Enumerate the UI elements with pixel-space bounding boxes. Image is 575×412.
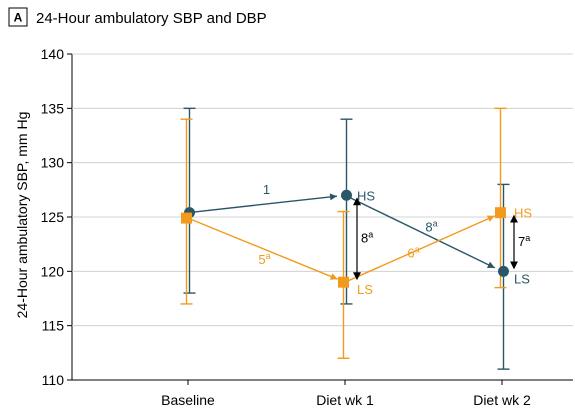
data-point-ls [495,207,506,219]
segment-label: 6a [407,244,419,260]
axes: 110 115 120 125 130 135 140 Baseline Diet wk 1 Di… [41,46,573,408]
segment-label: 8a [425,218,437,234]
x-tick-label: Diet wk 2 [473,392,531,408]
annotations: 1 8a 5a 6a 8a 7a HS LS LS HS [258,182,532,297]
chart-title: 24-Hour ambulatory SBP and DBP [36,10,267,27]
point-label-hs: HS [357,188,375,203]
series-line-ls [344,215,495,283]
segment-label: 1 [263,182,270,197]
y-tick-label: 135 [41,100,65,116]
y-tick-label: 130 [41,155,65,171]
y-tick-label: 125 [41,209,65,225]
series-arrowhead-hs [329,193,338,201]
y-tick-label: 110 [42,372,65,388]
y-tick-label: 115 [42,318,65,334]
segment-label: 5a [258,251,270,267]
series-lines [187,193,496,283]
y-axis-label: 24-Hour ambulatory SBP, mm Hg [14,112,30,319]
data-point-ls [338,276,349,288]
data-point-hs [341,189,352,201]
y-tick-label: 120 [41,263,65,279]
panel-letter-box [8,7,28,27]
panel-letter: A [14,11,23,25]
x-tick-label: Baseline [161,392,215,408]
series-line-ls [187,217,338,280]
markers [181,189,509,288]
series-arrowhead-hs [486,261,495,268]
point-label-ls: LS [357,282,373,297]
x-tick-label: Diet wk 1 [316,392,374,408]
error-bars [180,107,510,370]
point-label-ls: LS [514,271,530,286]
point-label-hs: HS [514,206,532,221]
difference-label: 7a [518,233,530,249]
difference-label: 8a [361,230,373,246]
series-line-hs [344,194,496,269]
data-point-hs [498,265,509,277]
series-arrowhead-ls [486,215,495,222]
data-point-ls [181,212,192,224]
series-arrowhead-ls [329,273,338,280]
series-line-hs [187,195,338,214]
y-tick-label: 140 [41,46,65,62]
